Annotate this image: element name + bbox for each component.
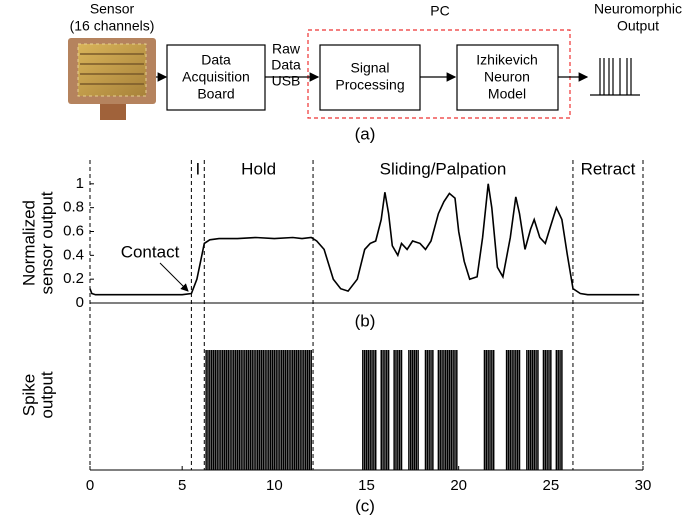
- node-label: Neuromorphic: [594, 1, 682, 17]
- link-label: Data: [271, 57, 301, 73]
- diagram-shapes: [156, 29, 640, 119]
- x-tick-label: 15: [358, 477, 375, 494]
- node-label: Acquisition: [182, 69, 250, 85]
- y-tick-label: 0.4: [63, 246, 84, 263]
- y-tick-label: 0.6: [63, 222, 84, 239]
- x-tick-label: 20: [450, 477, 467, 494]
- signal-line: [89, 183, 640, 296]
- phase-label: Hold: [241, 159, 276, 178]
- node-label: Board: [197, 86, 234, 102]
- node-label: (16 channels): [70, 18, 155, 34]
- caption: (a): [355, 124, 376, 143]
- node-label: Processing: [335, 77, 404, 93]
- pc-label: PC: [430, 3, 449, 19]
- node-label: Output: [617, 18, 659, 34]
- node-label: Model: [488, 86, 526, 102]
- sensor-image: [68, 38, 156, 120]
- x-tick-label: 10: [266, 477, 283, 494]
- node-label: Sensor: [90, 1, 135, 17]
- x-tick-label: 0: [86, 477, 94, 494]
- y-axis-label: output: [37, 371, 56, 419]
- y-axis-label: Spike: [19, 374, 38, 417]
- y-axis-label: Normalized: [19, 200, 38, 286]
- node-label: Izhikevich: [476, 52, 537, 68]
- node-label: Neuron: [484, 69, 530, 85]
- caption: (b): [355, 311, 376, 330]
- phase-label: Sliding/Palpation: [380, 159, 507, 178]
- link-label: Raw: [272, 41, 301, 57]
- y-axis-label: sensor output: [37, 191, 56, 294]
- link-label: USB: [272, 73, 301, 89]
- annotation-arrow: [159, 262, 189, 292]
- x-tick-label: 30: [635, 477, 652, 494]
- x-tick-label: 25: [542, 477, 559, 494]
- node-label: Data: [201, 52, 231, 68]
- y-tick-label: 0.2: [63, 270, 84, 287]
- y-tick-label: 1: [76, 175, 84, 192]
- caption: (c): [355, 496, 375, 515]
- node-label: Signal: [351, 60, 390, 76]
- phase-label: I: [195, 159, 200, 178]
- phase-label: Retract: [581, 159, 636, 178]
- annotation: Contact: [121, 242, 180, 261]
- y-tick-label: 0: [76, 294, 84, 311]
- x-tick-label: 5: [178, 477, 186, 494]
- y-tick-label: 0.8: [63, 199, 84, 216]
